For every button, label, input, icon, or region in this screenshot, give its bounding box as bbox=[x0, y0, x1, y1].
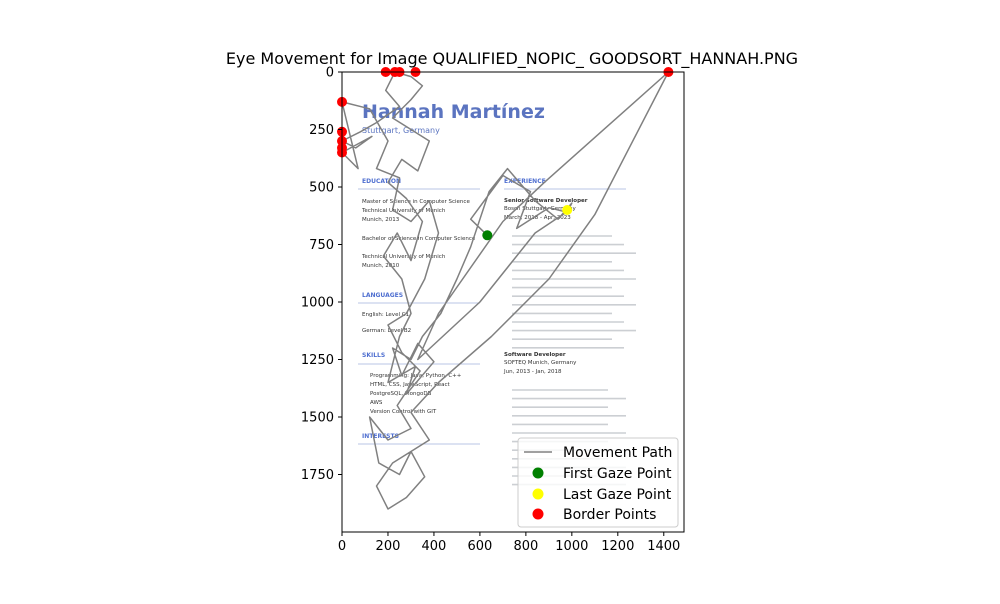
legend-swatch-last-gaze bbox=[532, 488, 544, 500]
resume-skill: Version Control with GIT bbox=[370, 409, 437, 415]
y-tick-label: 500 bbox=[309, 181, 334, 196]
y-tick-label: 1250 bbox=[301, 353, 334, 368]
movement-path-line bbox=[341, 71, 670, 510]
y-tick-label: 1500 bbox=[301, 411, 334, 426]
resume-edu-line: Munich, 2013 bbox=[362, 217, 400, 223]
resume-experience-line: March, 2018 - Apr, 2023 bbox=[504, 215, 571, 221]
legend-label-first-gaze: First Gaze Point bbox=[563, 466, 672, 482]
y-tick-label: 1750 bbox=[301, 468, 334, 483]
resume-edu-line: Bachelor of Science in Computer Science bbox=[362, 236, 476, 242]
resume-section-experience: EXPERIENCE bbox=[504, 178, 546, 185]
resume-skill: PostgreSQL, MongoDB bbox=[370, 391, 432, 397]
legend-swatch-first-gaze bbox=[532, 467, 544, 479]
resume-experience-line: Bosch Stuttgart, Germany bbox=[504, 206, 577, 212]
resume-edu-line: Technical University of Munich bbox=[361, 208, 446, 214]
resume-skill: AWS bbox=[370, 400, 383, 406]
resume-edu-line: Master of Science in Computer Science bbox=[362, 199, 470, 205]
resume-edu-line: Technical University of Munich bbox=[361, 254, 446, 260]
first-gaze-point bbox=[482, 230, 493, 241]
resume-language: English: Level C1 bbox=[362, 312, 409, 318]
y-tick-label: 1000 bbox=[301, 296, 334, 311]
legend-label-movement-path: Movement Path bbox=[563, 445, 672, 461]
x-tick-label: 600 bbox=[467, 539, 492, 554]
resume-name: Hannah Martínez bbox=[362, 101, 545, 123]
resume-section-languages: LANGUAGES bbox=[362, 292, 403, 299]
legend-label-last-gaze: Last Gaze Point bbox=[563, 487, 672, 503]
legend-swatch-border-points bbox=[532, 508, 544, 520]
legend: Movement Path First Gaze Point Last Gaze… bbox=[517, 437, 679, 528]
y-tick-label: 0 bbox=[326, 66, 334, 81]
resume-section-education: EDUCATION bbox=[362, 178, 401, 185]
resume-background-image: Hannah Martínez Stuttgart, Germany EDUCA… bbox=[342, 72, 684, 532]
x-axis: 0 200 400 600 800 1000 1200 1400 bbox=[338, 532, 680, 554]
resume-location: Stuttgart, Germany bbox=[362, 126, 440, 135]
resume-experience-line: SOFTEQ Munich, Germany bbox=[504, 360, 577, 366]
resume-section-interests: INTERESTS bbox=[362, 433, 399, 440]
resume-language: German: Level B2 bbox=[362, 328, 411, 334]
movement-path-layer bbox=[341, 71, 670, 510]
y-axis: 0 250 500 750 1000 1250 1500 1750 bbox=[301, 66, 342, 483]
legend-label-border-points: Border Points bbox=[563, 507, 656, 523]
x-tick-label: 200 bbox=[376, 539, 401, 554]
x-tick-label: 0 bbox=[338, 539, 346, 554]
resume-experience-line: Jun, 2013 - Jan, 2018 bbox=[503, 369, 562, 375]
x-tick-label: 800 bbox=[513, 539, 538, 554]
legend-box bbox=[517, 437, 679, 528]
resume-section-skills: SKILLS bbox=[362, 352, 385, 359]
chart-title: Eye Movement for Image QUALIFIED_NOPIC_ … bbox=[226, 49, 798, 69]
x-tick-label: 400 bbox=[422, 539, 447, 554]
resume-experience-line: Senior Software Developer bbox=[504, 198, 588, 204]
y-tick-label: 250 bbox=[309, 123, 334, 138]
resume-edu-line: Munich, 2010 bbox=[362, 263, 400, 269]
x-tick-label: 1200 bbox=[601, 539, 634, 554]
x-tick-label: 1000 bbox=[555, 539, 588, 554]
x-tick-label: 1400 bbox=[647, 539, 680, 554]
y-tick-label: 750 bbox=[309, 238, 334, 253]
last-gaze-point bbox=[562, 205, 573, 215]
resume-experience-line: Software Developer bbox=[504, 352, 566, 358]
